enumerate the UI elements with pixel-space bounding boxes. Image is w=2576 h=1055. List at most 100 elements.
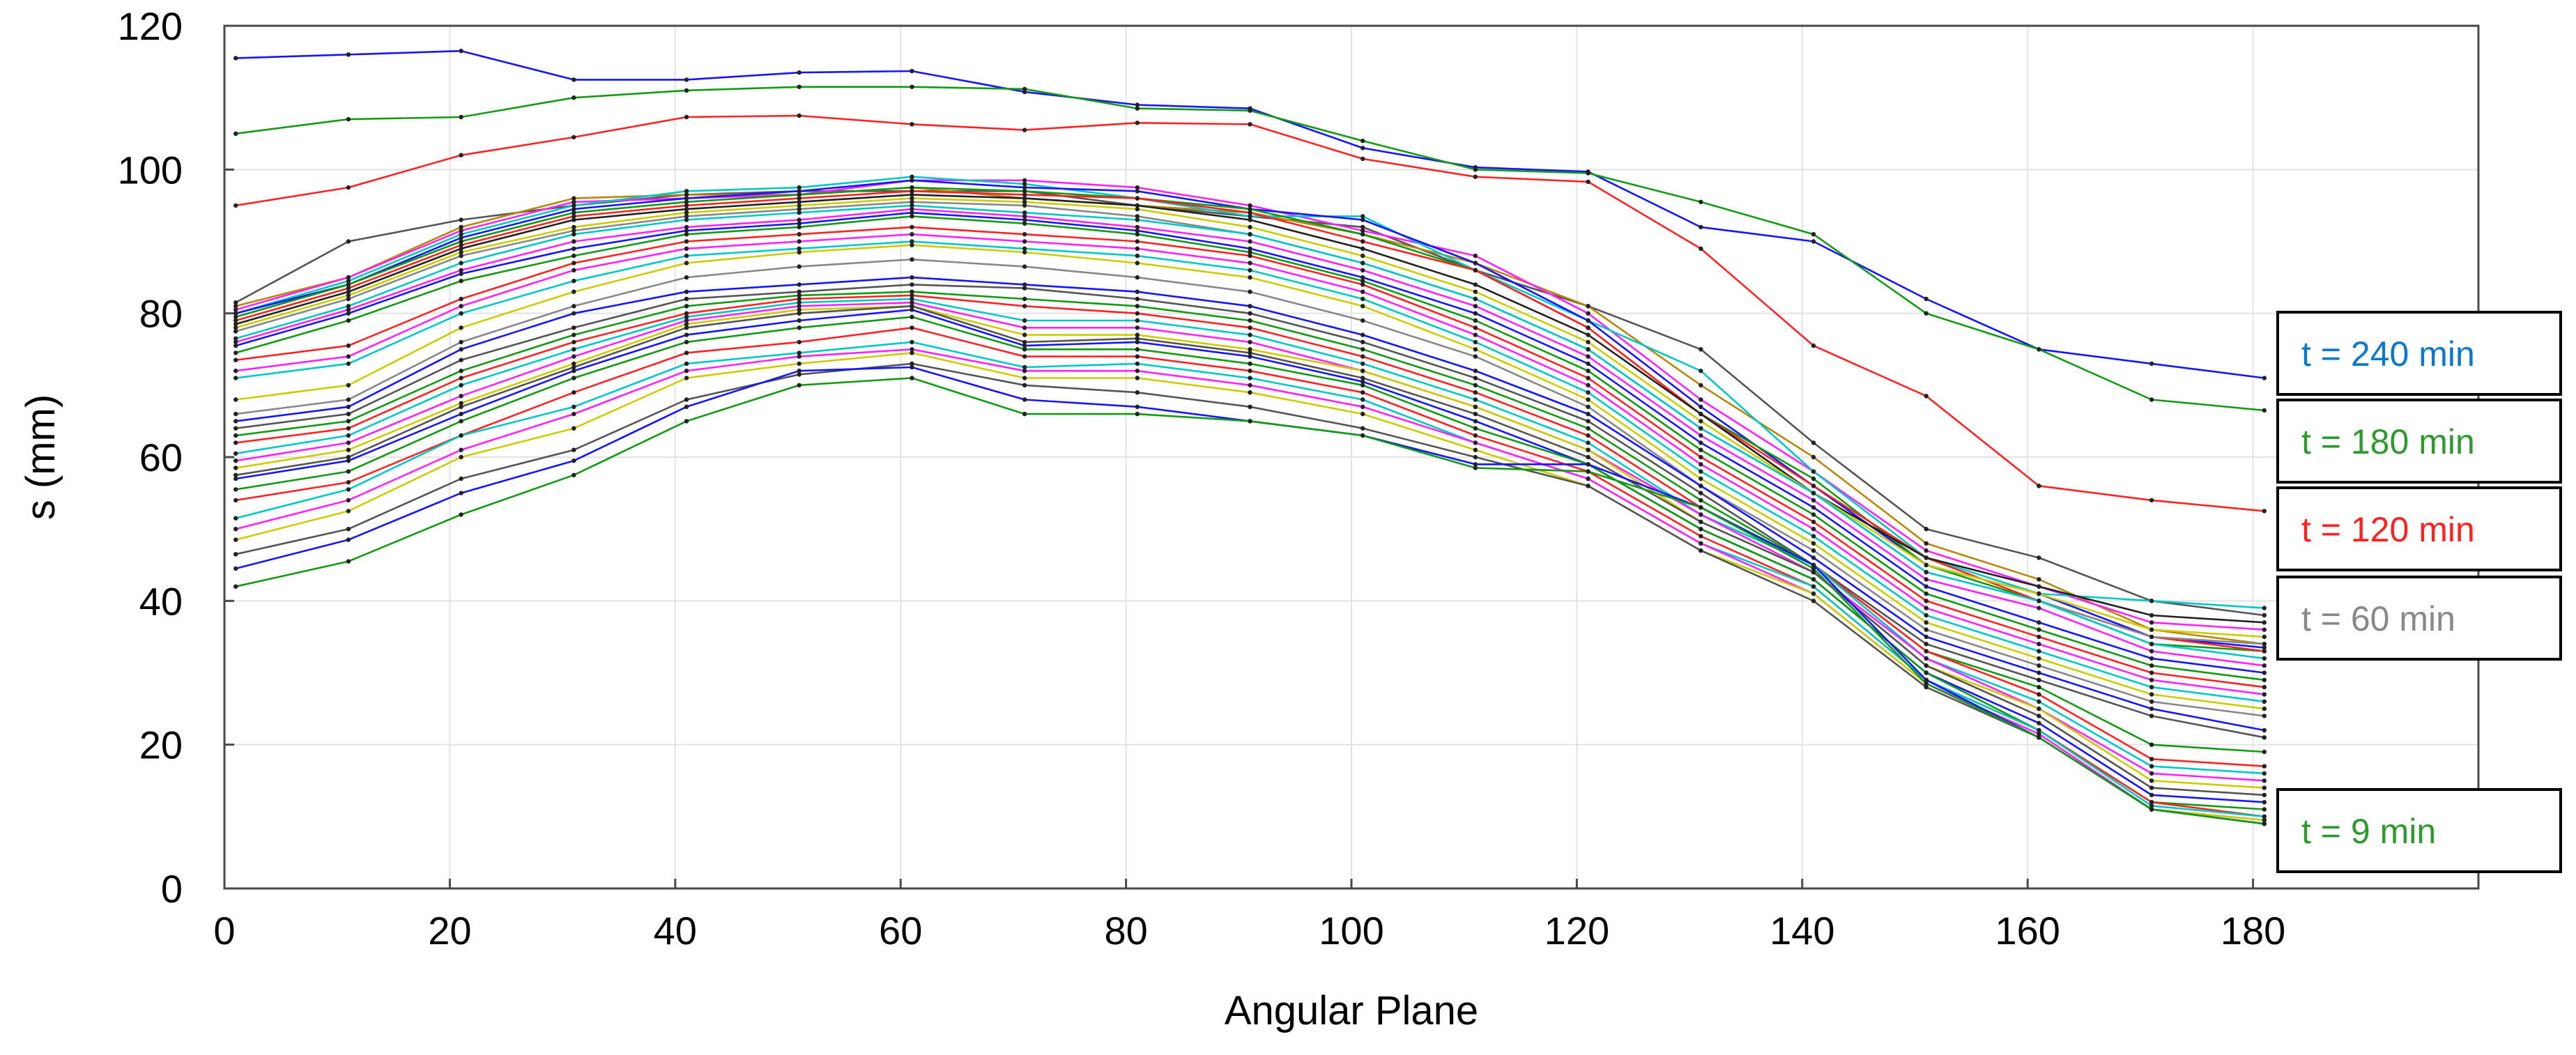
data-point [1248,246,1252,251]
data-point [1135,232,1140,237]
data-point [1135,203,1140,208]
data-point [346,454,351,460]
data-point [346,286,351,291]
series-29 [233,304,2267,798]
data-point [2149,706,2154,711]
data-point [2037,627,2041,632]
data-point [797,206,802,212]
data-point [2262,822,2267,826]
data-point [910,68,914,74]
data-point [1022,318,1027,323]
data-point [2037,620,2041,625]
data-point [459,271,463,277]
data-point [910,314,914,319]
data-point [1924,562,1929,567]
data-point [1248,108,1252,113]
data-point [2149,498,2154,503]
data-point [2037,634,2041,640]
data-point [2262,606,2267,610]
data-point [2262,684,2267,690]
data-point [233,376,238,380]
data-point [346,296,351,302]
data-point [1248,325,1252,330]
data-point [797,296,802,302]
data-point [346,383,351,387]
data-point [346,509,351,514]
data-point [1022,196,1027,201]
legend-label: t = 60 min [2301,599,2455,638]
data-point [1924,591,1929,596]
data-point [1699,527,1703,532]
data-point [572,459,576,463]
data-point [1699,534,1703,539]
data-point [572,228,576,233]
data-point [2149,714,2154,718]
data-point [1022,296,1027,302]
data-point [797,372,802,377]
data-point [2149,649,2154,654]
data-point [910,275,914,280]
data-point [459,304,463,309]
data-point [2262,692,2267,697]
x-tick-label: 120 [1544,909,1609,953]
data-point [1586,426,1590,431]
data-point [1473,454,1478,460]
data-point [2262,645,2267,650]
data-point [684,77,689,82]
data-point [684,114,689,120]
data-point [233,304,238,309]
data-point [910,239,914,244]
legend-label: t = 240 min [2301,334,2475,374]
data-point [1360,433,1365,438]
data-point [1586,332,1590,337]
data-point [1924,296,1929,302]
data-point [2149,684,2154,690]
data-point [1473,419,1478,424]
data-point [1135,311,1140,316]
data-point [233,451,238,456]
data-point [1586,339,1590,345]
data-point [1248,318,1252,323]
data-point [346,361,351,367]
data-point [2262,735,2267,740]
data-point [1699,404,1703,409]
data-point [2149,620,2154,625]
data-point [1248,383,1252,387]
y-axis-title: s (mm) [18,394,63,520]
data-point [572,239,576,244]
data-point [910,199,914,204]
legend: t = 240 min t = 180 min t = 120 min t = 60 … [2276,311,2562,873]
data-point [1586,318,1590,323]
legend-item: t = 120 min [2276,486,2562,571]
data-point [1360,156,1365,162]
data-point [1248,122,1252,127]
data-point [1586,440,1590,445]
data-point [2037,721,2041,725]
data-point [2149,670,2154,675]
data-point [2149,807,2154,812]
y-tick-label: 80 [139,292,183,336]
data-point [684,314,689,319]
data-point [346,469,351,474]
data-point [910,289,914,294]
data-point [572,364,576,370]
data-point [1022,246,1027,251]
data-point [2262,814,2267,819]
data-point [1699,541,1703,546]
data-point [2262,699,2267,704]
data-point [2149,764,2154,769]
data-point [459,376,463,380]
series-19 [233,239,2267,704]
data-point [1248,217,1252,222]
data-point [1135,289,1140,294]
data-point [572,268,576,272]
data-point [910,192,914,197]
data-point [1135,347,1140,352]
data-point [1473,289,1478,294]
data-point [1248,289,1252,294]
data-point [346,440,351,445]
data-point [572,325,576,330]
data-point [1473,376,1478,380]
data-point [1360,246,1365,251]
